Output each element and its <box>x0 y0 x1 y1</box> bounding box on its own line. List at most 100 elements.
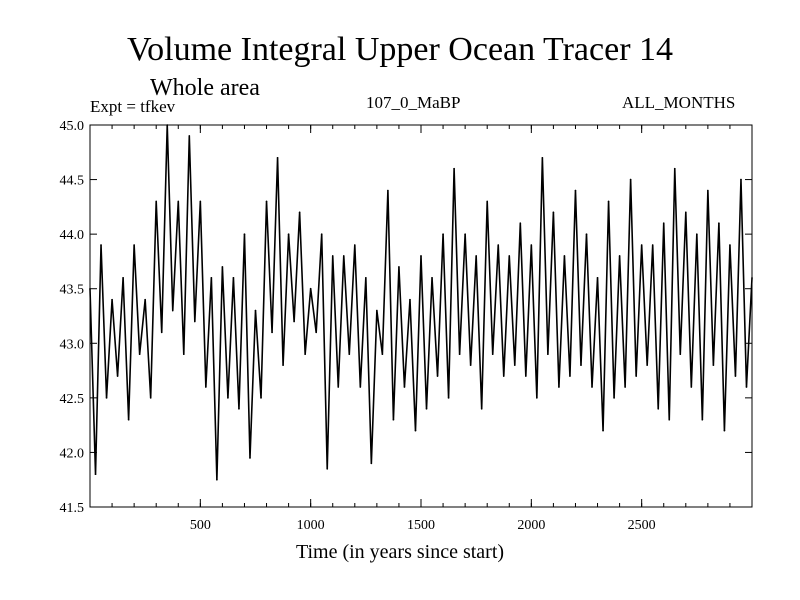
data-point <box>723 429 726 432</box>
data-point <box>199 200 202 203</box>
data-point <box>552 211 555 214</box>
data-point <box>563 255 566 257</box>
x-tick-label: 1500 <box>407 518 435 533</box>
data-point <box>320 233 323 235</box>
data-point <box>646 364 648 366</box>
data-point <box>425 407 428 410</box>
run-id-label: 107_0_MaBP <box>366 93 461 112</box>
data-point <box>326 468 329 470</box>
data-point <box>596 277 599 279</box>
data-point <box>171 309 174 312</box>
data-point <box>409 298 411 301</box>
data-point <box>149 397 152 399</box>
data-point <box>420 255 422 257</box>
data-point <box>580 364 582 366</box>
data-point <box>486 200 489 203</box>
data-point <box>480 407 483 410</box>
data-point <box>607 200 610 203</box>
data-point <box>624 386 626 388</box>
data-point <box>221 266 224 268</box>
data-point <box>696 233 698 235</box>
data-point <box>116 375 119 377</box>
data-point <box>287 233 290 235</box>
data-point <box>138 353 141 356</box>
data-point <box>282 364 284 366</box>
data-point <box>508 255 511 257</box>
data-point <box>541 156 544 159</box>
data-point <box>387 189 389 192</box>
data-point <box>315 331 317 334</box>
data-point <box>447 397 450 399</box>
data-point <box>177 200 180 203</box>
data-point <box>392 418 395 421</box>
data-point <box>232 277 235 279</box>
data-point <box>602 429 604 432</box>
data-point <box>365 277 367 279</box>
data-point <box>216 478 218 481</box>
data-point <box>640 244 643 246</box>
data-point <box>293 320 295 323</box>
data-point <box>585 233 588 235</box>
experiment-label: Expt = tfkev <box>90 97 176 116</box>
data-point <box>100 244 102 246</box>
x-axis-label: Time (in years since start) <box>295 541 505 563</box>
data-point <box>569 375 571 377</box>
data-point <box>491 353 494 356</box>
data-point <box>574 189 577 192</box>
y-tick-label: 43.0 <box>60 337 85 352</box>
data-point <box>469 364 472 366</box>
data-point <box>547 353 549 356</box>
chart-title: Volume Integral Upper Ocean Tracer 14 <box>126 31 674 68</box>
data-point <box>629 178 632 181</box>
data-point <box>519 222 522 225</box>
data-point <box>513 364 516 366</box>
data-point <box>94 473 97 476</box>
y-tick-label: 43.5 <box>60 283 85 298</box>
data-point <box>558 386 560 388</box>
y-tick-label: 45.0 <box>60 119 85 134</box>
data-point <box>265 200 268 203</box>
data-point <box>536 397 538 399</box>
data-point <box>685 211 687 214</box>
data-point <box>337 386 340 388</box>
data-point <box>331 255 334 257</box>
data-point <box>381 353 384 356</box>
data-point <box>342 255 345 257</box>
x-tick-label: 1000 <box>297 518 325 533</box>
chart-subtitle: Whole area <box>150 75 260 101</box>
data-point <box>591 386 593 388</box>
data-point <box>155 200 157 203</box>
data-point <box>436 375 439 377</box>
data-point <box>414 429 417 432</box>
data-point <box>243 233 246 235</box>
axis-ticks: 41.5 42.0 42.5 43.0 43.5 44.0 44.5 45.0 500 1000 1… <box>60 119 752 533</box>
data-point <box>133 244 135 246</box>
data-point <box>271 331 273 334</box>
data-point <box>227 397 229 399</box>
x-tick-label: 2500 <box>628 518 656 533</box>
data-point <box>309 287 312 290</box>
data-point <box>679 353 682 356</box>
data-point <box>442 233 444 235</box>
data-point <box>729 244 731 246</box>
x-tick-label: 2000 <box>517 518 545 533</box>
data-point <box>105 397 108 399</box>
data-point <box>618 255 621 257</box>
data-point <box>160 331 163 334</box>
y-tick-label: 41.5 <box>60 501 85 516</box>
data-point <box>458 353 461 356</box>
data-point <box>398 266 400 268</box>
data-point <box>453 167 455 170</box>
series-line <box>89 124 753 481</box>
data-point <box>298 211 301 214</box>
data-point <box>651 244 654 246</box>
data-point <box>690 386 693 388</box>
data-point <box>376 309 378 312</box>
data-point <box>502 375 505 377</box>
data-point <box>431 277 433 279</box>
data-point <box>276 156 279 159</box>
data-point <box>127 418 130 421</box>
data-point <box>205 386 207 388</box>
y-tick-label: 44.0 <box>60 228 85 243</box>
y-tick-label: 44.5 <box>60 174 85 189</box>
